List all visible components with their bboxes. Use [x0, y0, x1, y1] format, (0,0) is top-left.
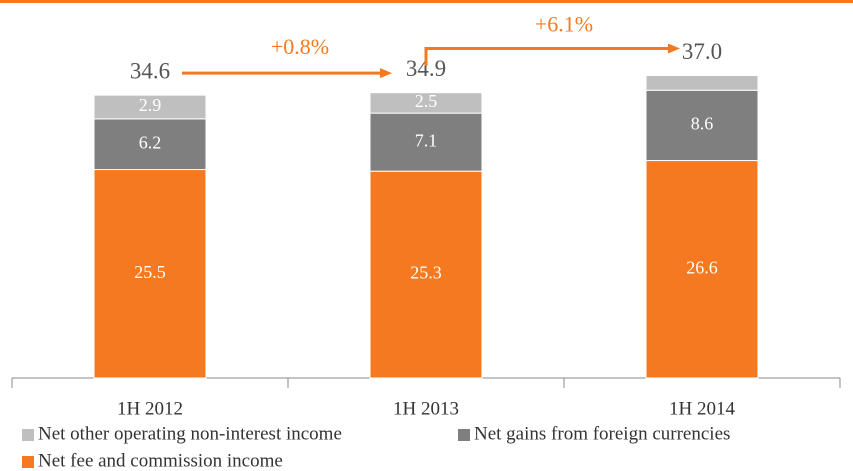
- total-label: 34.6: [130, 58, 170, 83]
- arrow-head: [668, 43, 680, 54]
- bar-segment: [645, 89, 759, 162]
- legend-label: Net gains from foreign currencies: [474, 423, 730, 444]
- growth-label: +0.8%: [271, 34, 329, 59]
- segment-label: 2.5: [415, 91, 438, 111]
- growth-arrow: [424, 47, 676, 66]
- segment-label: 7.1: [415, 130, 438, 150]
- arrow-head: [380, 68, 392, 79]
- bar-segment: [645, 160, 759, 379]
- segment-label: 25.3: [410, 263, 442, 283]
- bar-segment: [93, 94, 207, 120]
- segment-label: 2.9: [139, 95, 162, 115]
- bar-segment: [645, 75, 759, 91]
- x-tick-label: 1H 2012: [117, 398, 183, 419]
- legend-label: Net fee and commission income: [38, 450, 283, 471]
- growth-label: +6.1%: [535, 12, 593, 37]
- legend-swatch: [458, 429, 470, 441]
- segment-label: 6.2: [139, 132, 162, 152]
- legend-label: Net other operating non-interest income: [38, 423, 342, 444]
- bar-segment: [93, 169, 207, 379]
- total-label: 37.0: [682, 39, 722, 64]
- segment-label: 25.5: [134, 262, 166, 282]
- segment-label: 26.6: [686, 257, 718, 277]
- legend-swatch: [22, 456, 34, 468]
- top-rule: [0, 0, 853, 3]
- bar-segment: [369, 92, 483, 114]
- segment-label: 8.6: [691, 114, 714, 134]
- bar-segment: [369, 170, 483, 379]
- x-tick-label: 1H 2014: [669, 398, 735, 419]
- bar-segment: [93, 118, 207, 171]
- bar-segment: [369, 112, 483, 172]
- legend-swatch: [22, 429, 34, 441]
- x-tick-label: 1H 2013: [393, 398, 459, 419]
